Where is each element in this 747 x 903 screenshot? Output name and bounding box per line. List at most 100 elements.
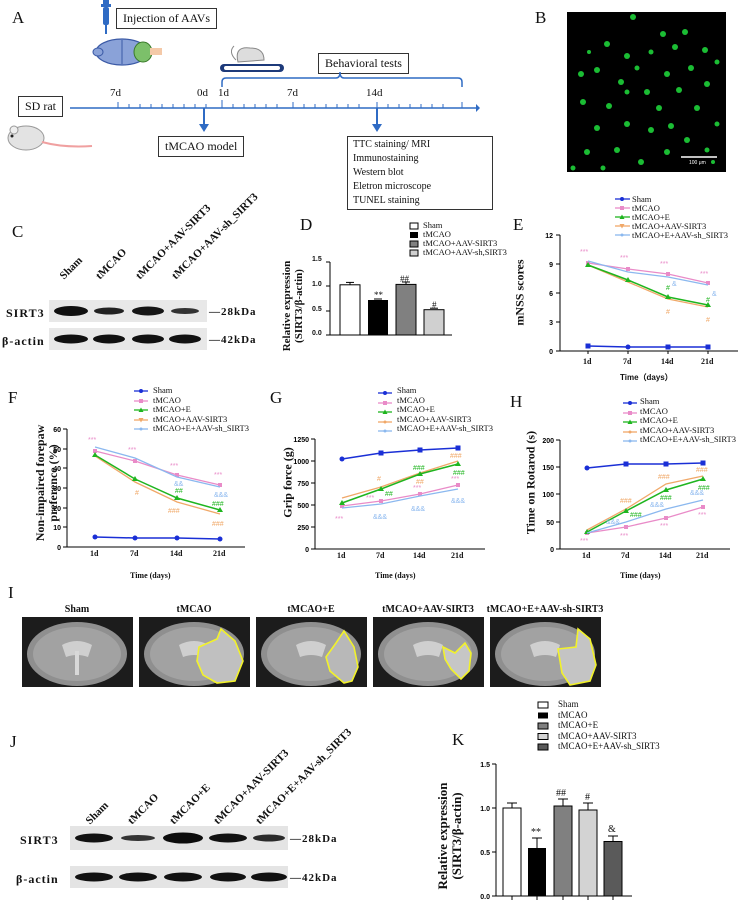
svg-text:1.0: 1.0 (480, 806, 490, 813)
svg-text:30: 30 (53, 486, 61, 493)
svg-text:20: 20 (53, 506, 61, 513)
legend-item: tMCAO (423, 229, 451, 239)
svg-text:250: 250 (297, 525, 309, 532)
panel-label-f: F (8, 388, 18, 407)
ytick: 1.0 (312, 281, 322, 288)
svg-text:***: *** (170, 463, 178, 470)
svg-text:&&&: &&& (373, 514, 387, 521)
legend-item: tMCAO+E (632, 212, 670, 222)
legend-item: tMCAO+AAV-SIRT3 (153, 413, 228, 424)
chart-h: 200 150 100 50 0 *** *** *** *** ### ### ### ### #… (542, 401, 730, 554)
x-tick: 1d (582, 551, 591, 560)
ytick: 0.0 (312, 330, 322, 337)
svg-text:10: 10 (53, 525, 61, 532)
bar-annotation: # (432, 300, 437, 310)
blot-row-label: β-actin (16, 872, 59, 886)
svg-text:0.5: 0.5 (480, 850, 490, 857)
svg-text:40: 40 (53, 466, 61, 473)
legend-e: Sham tMCAO tMCAO+E tMCAO+AAV-SIRT3 tMCAO… (632, 195, 728, 240)
mri-image-tmcao-e-aav-sh-sirt3 (490, 617, 601, 687)
svg-text:&: & (712, 291, 717, 298)
svg-text:##: ## (416, 479, 424, 486)
kda-label: —42kDa (290, 872, 338, 884)
legend-item: Sham (423, 220, 443, 230)
panel-label-k: K (452, 730, 465, 749)
mri-image-tmcao (139, 617, 250, 687)
kda-label: —28kDa (290, 833, 338, 845)
svg-text:#: # (377, 476, 381, 483)
assay-item: TTC staining/ MRI (353, 139, 431, 150)
svg-text:#: # (666, 285, 670, 292)
svg-text:&&: && (174, 481, 184, 488)
x-tick: 14d (661, 357, 674, 366)
svg-text:#: # (706, 297, 710, 304)
svg-text:750: 750 (297, 481, 309, 488)
bar-annotation: ** (374, 290, 383, 300)
mri-image-tmcao-e (256, 617, 367, 687)
ytick: 0.5 (312, 306, 322, 313)
panel-label-i: I (8, 583, 14, 602)
legend-d: Sham tMCAO tMCAO+AAV-SIRT3 tMCAO+AAV-sh,… (423, 221, 507, 257)
panel-label-h: H (510, 392, 523, 411)
svg-text:###: ### (696, 467, 708, 474)
chart-k: 1.5 1.0 0.5 0.0 (480, 701, 632, 901)
legend-item: tMCAO+AAV-SIRT3 (423, 238, 498, 248)
chart-e: 12 9 6 3 0 *** *** *** *** # # # # & & (545, 197, 738, 356)
y-axis-label: mNSS scores (512, 259, 527, 326)
mri-title: tMCAO (176, 604, 212, 615)
assay-item: TUNEL staining (353, 195, 420, 206)
svg-text:&: & (672, 281, 677, 288)
panel-label-b: B (535, 8, 547, 27)
tick-label-0d: 0d (197, 87, 208, 99)
kda-label: —28kDa (209, 306, 257, 318)
svg-text:1250: 1250 (293, 437, 309, 444)
legend-item: tMCAO+E+AAV-sh_SIRT3 (640, 434, 736, 444)
svg-text:###: ### (212, 501, 224, 508)
kda-label: —42kDa (209, 334, 257, 346)
tick-label-1d: 1d (218, 87, 229, 99)
svg-text:50: 50 (546, 520, 554, 527)
blot-row-label: SIRT3 (20, 833, 59, 847)
x-tick: 7d (130, 549, 139, 558)
legend-item: tMCAO+E (153, 404, 191, 414)
svg-text:150: 150 (542, 465, 554, 472)
legend-item: tMCAO+E (558, 720, 599, 730)
svg-text:***: *** (366, 495, 374, 502)
lane-label: tMCAO+AAV-SIRT3 (211, 747, 292, 827)
bar-annotation: ## (400, 274, 409, 284)
svg-text:0: 0 (550, 547, 554, 554)
svg-text:###: ### (212, 521, 224, 528)
svg-text:##: ## (175, 488, 183, 495)
arrow-down-icon (199, 124, 209, 132)
x-tick: 1d (90, 549, 99, 558)
svg-text:***: *** (660, 523, 668, 530)
injection-label: Injection of AAVs (116, 8, 218, 29)
legend-item: tMCAO+AAV-SIRT3 (397, 413, 472, 424)
legend-k: Sham tMCAO tMCAO+E tMCAO+AAV-SIRT3 tMCAO… (558, 699, 660, 752)
lane-label: tMCAO (125, 791, 162, 827)
svg-text:***: *** (660, 261, 668, 268)
ytick: 1.5 (312, 256, 322, 263)
svg-text:#: # (706, 317, 710, 324)
assay-item: Immunostaining (353, 153, 419, 164)
legend-item: tMCAO+AAV-SIRT3 (558, 730, 637, 741)
svg-text:***: *** (620, 255, 628, 262)
tmcao-model-label: tMCAO model (158, 136, 245, 157)
svg-text:***: *** (580, 249, 588, 256)
svg-text:###: ### (620, 498, 632, 505)
y-axis-label: Non-impaired forepaw preference (%) (33, 424, 60, 542)
tick-label-14d: 14d (366, 87, 383, 99)
x-tick: 21d (701, 357, 714, 366)
legend-item: tMCAO (397, 394, 425, 405)
assay-list-box: TTC staining/ MRI Immunostaining Western… (347, 136, 493, 210)
svg-text:###: ### (450, 453, 462, 460)
svg-text:&&&: &&& (650, 502, 664, 509)
legend-item: Sham (153, 385, 173, 395)
svg-text:0.0: 0.0 (480, 894, 490, 901)
mri-image-tmcao-aav-sirt3 (373, 617, 484, 687)
panel-label-g: G (270, 388, 283, 407)
rat-icon (7, 125, 93, 151)
legend-item: tMCAO+E (397, 404, 435, 414)
bar-annotation: ** (531, 827, 541, 838)
